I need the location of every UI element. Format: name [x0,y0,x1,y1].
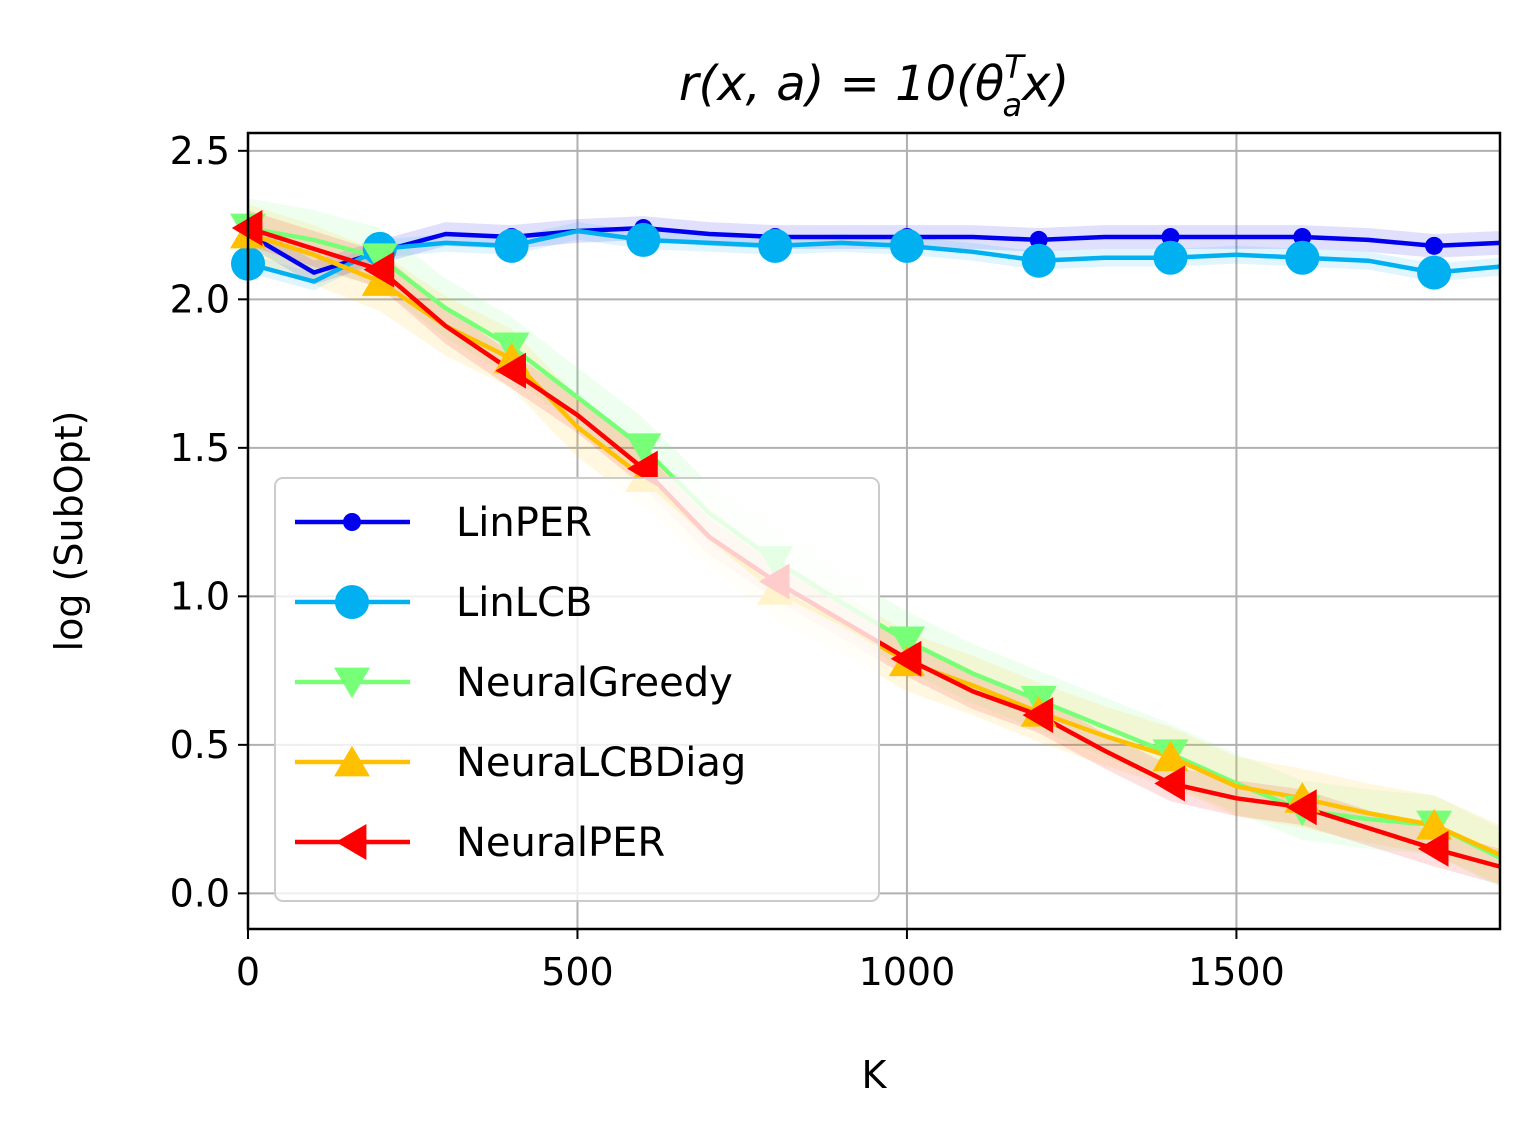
legend-linlcb-marker [335,585,369,619]
linlcb-marker [1153,240,1188,275]
plot-frame [246,131,1502,931]
neuralcbdiag-marker [1152,740,1189,772]
linlcb-marker [626,222,661,257]
y-tick-label: 2.5 [170,129,230,173]
neuralper-marker [495,352,526,389]
neuralper-marker [1286,789,1317,826]
linlcb-band [248,222,1500,291]
y-tick-label: 1.0 [170,574,230,618]
neuralper-marker [1417,830,1449,867]
neuralper-marker [363,251,395,288]
legend: LinPER LinLCB NeuralGreedy NeuraLCBDiag Neur… [274,477,880,902]
linlcb-marker [1021,243,1056,278]
neuralper-marker [1154,765,1185,802]
y-tick-label: 0.5 [170,723,230,767]
legend-linper-marker [343,513,361,531]
neuralgreedy-marker [625,433,662,465]
linper-line [246,225,1501,275]
linlcb-marker [494,228,529,263]
neuralgreedy-marker [888,626,925,658]
linlcb-marker [1285,240,1320,275]
x-axis-ticks: 0 500 1000 1500 [236,929,1285,994]
y-axis-ticks: 0.0 0.5 1.0 1.5 2.0 2.5 [170,129,248,915]
legend-linper-label: LinPER [456,500,592,546]
legend-neuralper-marker [335,824,367,860]
linlcb-marker [1417,255,1452,290]
legend-neuralcbdiag-marker [334,745,370,777]
legend-neuralcbdiag-label: NeuraLCBDiag [456,740,746,786]
x-tick-label: 1000 [859,950,956,994]
chart-title: r(x, a) = 10(θT ax) [679,48,1069,124]
legend-neuralgreedy-label: NeuralGreedy [456,660,733,706]
x-axis-label: K [862,1053,888,1097]
y-axis-label: log (SubOpt) [47,411,91,652]
legend-linlcb-label: LinLCB [456,580,592,626]
legend-neuralgreedy-marker [334,667,370,699]
title-subscript: a [1002,86,1022,124]
neuralper-marker [890,640,922,677]
neuralper-marker [1022,697,1054,734]
y-tick-label: 2.0 [170,277,230,321]
series-markers [230,210,1453,867]
x-tick-label: 1500 [1188,950,1285,994]
neuralcbdiag-marker [1416,808,1453,840]
y-tick-label: 1.5 [170,426,230,470]
linper-marker [1425,236,1444,255]
linlcb-marker [889,228,924,263]
legend-box [274,477,880,902]
neuralcbdiag-marker [361,265,398,296]
x-tick-label: 500 [541,950,614,994]
y-tick-label: 0.0 [170,871,230,915]
neuralgreedy-marker [361,243,398,274]
linlcb-marker [758,228,793,263]
legend-neuralper-label: NeuralPER [456,820,665,866]
x-tick-label: 0 [236,950,260,994]
neuralgreedy-band [248,198,1500,888]
